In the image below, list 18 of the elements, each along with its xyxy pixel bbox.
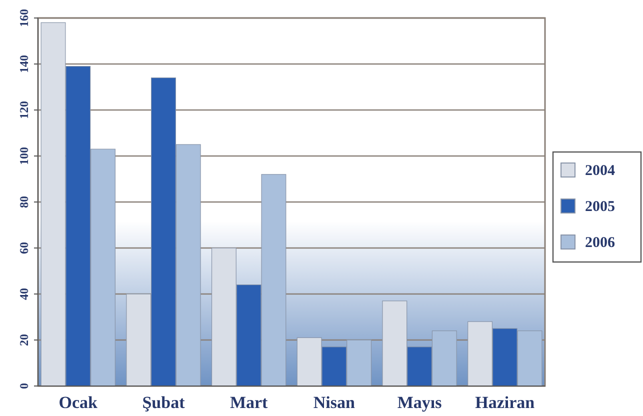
y-tick-label: 160 bbox=[17, 9, 31, 27]
legend-label: 2004 bbox=[585, 163, 616, 179]
y-tick-label: 80 bbox=[17, 196, 31, 208]
legend-label: 2006 bbox=[585, 235, 616, 251]
y-tick-label: 0 bbox=[17, 383, 31, 389]
x-tick-label: Nisan bbox=[313, 393, 356, 412]
y-tick-label: 20 bbox=[17, 334, 31, 346]
y-tick-label: 40 bbox=[17, 288, 31, 300]
x-tick-label: Haziran bbox=[475, 393, 536, 412]
x-tick-label: Mayıs bbox=[397, 393, 442, 412]
y-tick-label: 60 bbox=[17, 242, 31, 254]
x-tick-label: Mart bbox=[230, 393, 268, 412]
legend-label: 2005 bbox=[585, 199, 615, 215]
y-tick-label: 140 bbox=[17, 55, 31, 73]
y-tick-label: 120 bbox=[17, 101, 31, 119]
x-tick-label: Şubat bbox=[142, 393, 186, 412]
y-tick-label: 100 bbox=[17, 147, 31, 165]
x-tick-label: Ocak bbox=[58, 393, 98, 412]
